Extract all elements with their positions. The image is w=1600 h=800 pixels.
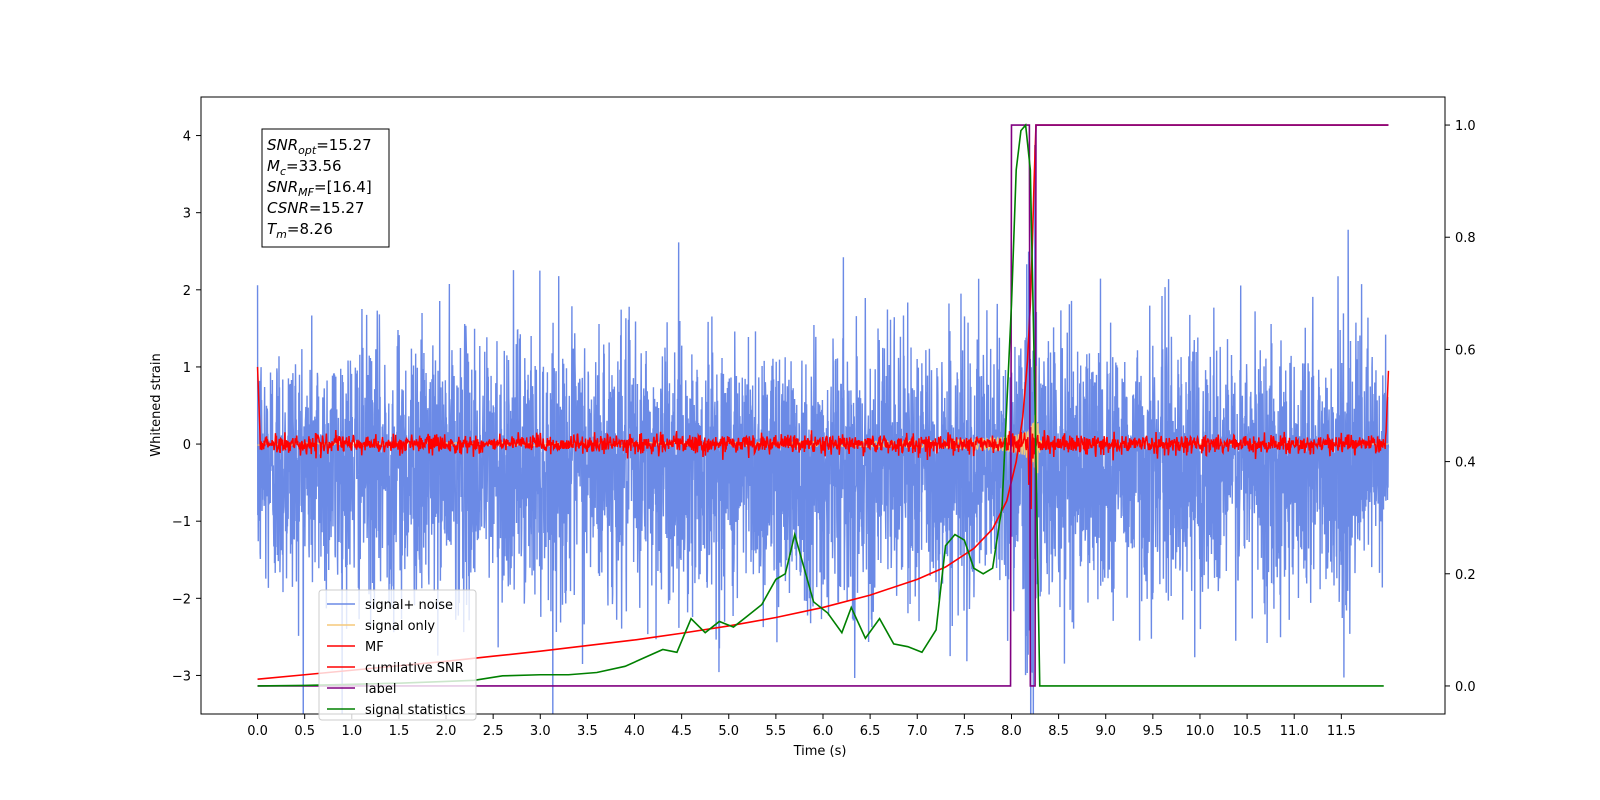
legend-label: signal+ noise <box>365 598 453 613</box>
stats-line: SNRMF=[16.4] <box>267 178 372 199</box>
y-right-tick-label: 0.8 <box>1455 231 1476 246</box>
x-tick-label: 8.5 <box>1048 724 1069 739</box>
series-signal-noise-line <box>256 145 1390 714</box>
legend-frame <box>318 589 477 721</box>
y-right-tick-label: 1.0 <box>1455 119 1476 134</box>
x-tick-label: 1.0 <box>341 724 362 739</box>
series-signal-statistics-line <box>257 123 1384 687</box>
stats-value: =15.27 <box>316 136 372 154</box>
x-tick-label: 9.0 <box>1095 724 1116 739</box>
x-tick-label: 3.5 <box>577 724 598 739</box>
x-tick-label: 2.0 <box>436 724 457 739</box>
x-tick-label: 8.0 <box>1001 724 1022 739</box>
y-left-tick-label: 2 <box>183 284 191 299</box>
stats-line: Mc=33.56 <box>267 157 342 178</box>
x-tick-label: 3.0 <box>530 724 551 739</box>
x-tick-label: 10.0 <box>1185 724 1214 739</box>
y-right-tick-label: 0.6 <box>1455 343 1476 358</box>
stats-annotation-box: SNRopt=15.27Mc=33.56SNRMF=[16.4]CSNR=15.… <box>261 128 390 248</box>
x-tick-label: 2.5 <box>483 724 504 739</box>
series-mf-line <box>256 366 1390 510</box>
y-left-tick-label: 0 <box>183 438 191 453</box>
x-tick-label: 9.5 <box>1143 724 1164 739</box>
x-tick-label: 11.0 <box>1280 724 1309 739</box>
x-tick-label: 11.5 <box>1327 724 1356 739</box>
series-label-line <box>257 124 1389 687</box>
stats-value: =33.56 <box>286 157 342 175</box>
stats-subscript: opt <box>298 144 317 157</box>
x-tick-label: 5.5 <box>766 724 787 739</box>
legend-label: label <box>365 682 396 697</box>
legend-label: MF <box>365 640 384 655</box>
stats-line: SNRopt=15.27 <box>267 136 372 157</box>
stats-line: Tm=8.26 <box>267 220 333 241</box>
legend-label: signal statistics <box>365 703 466 718</box>
y-right-tick-label: 0.4 <box>1455 456 1476 471</box>
stats-symbol: T <box>267 220 278 238</box>
y-left-tick-label: 4 <box>183 130 191 145</box>
x-tick-label: 5.0 <box>718 724 739 739</box>
stats-subscript: MF <box>298 186 314 199</box>
x-axis-label: Time (s) <box>793 744 847 759</box>
x-tick-label: 6.5 <box>860 724 881 739</box>
x-tick-label: 6.0 <box>813 724 834 739</box>
stats-value: =15.27 <box>309 199 365 217</box>
stats-box-frame <box>261 128 390 248</box>
y-left-tick-label: −2 <box>172 592 191 607</box>
stats-symbol: CSNR <box>267 199 309 217</box>
y-axis-right-ticks: 0.0 0.2 0.4 0.6 0.8 1.0 <box>1445 119 1476 695</box>
stats-line: CSNR=15.27 <box>267 199 364 217</box>
x-tick-label: 4.0 <box>624 724 645 739</box>
legend-label: cumilative SNR <box>365 661 464 676</box>
stats-symbol: M <box>267 157 280 175</box>
x-tick-label: 0.5 <box>294 724 315 739</box>
legend: signal+ noise signal only MF cumilative SNR… <box>318 589 477 721</box>
stats-value: =8.26 <box>287 220 333 238</box>
x-tick-label: 4.5 <box>671 724 692 739</box>
y-left-tick-label: −1 <box>172 515 191 530</box>
stats-symbol: SNR <box>267 136 298 154</box>
stats-symbol: SNR <box>267 178 298 196</box>
x-tick-label: 0.0 <box>247 724 268 739</box>
x-tick-label: 10.5 <box>1233 724 1262 739</box>
y-left-tick-label: 3 <box>183 207 191 222</box>
y-axis-label: Whitened strain <box>149 353 164 456</box>
data-layer <box>256 123 1390 714</box>
y-right-tick-label: 0.2 <box>1455 568 1476 583</box>
x-axis-ticks: 0.0 0.5 1.0 1.5 2.0 2.5 3.0 3.5 4.0 4.5 5.0 5.5 6.0 6… <box>247 714 1356 739</box>
y-left-tick-label: −3 <box>172 669 191 684</box>
stats-subscript: c <box>280 165 286 178</box>
x-tick-label: 1.5 <box>389 724 410 739</box>
x-tick-label: 7.0 <box>907 724 928 739</box>
x-tick-label: 7.5 <box>954 724 975 739</box>
y-axis-left-ticks: −3 −2 −1 0 1 2 3 4 <box>172 130 201 684</box>
legend-label: signal only <box>365 619 435 634</box>
y-right-tick-label: 0.0 <box>1455 680 1476 695</box>
stats-subscript: m <box>276 228 287 241</box>
y-left-tick-label: 1 <box>183 361 191 376</box>
stats-value: =[16.4] <box>314 178 372 196</box>
